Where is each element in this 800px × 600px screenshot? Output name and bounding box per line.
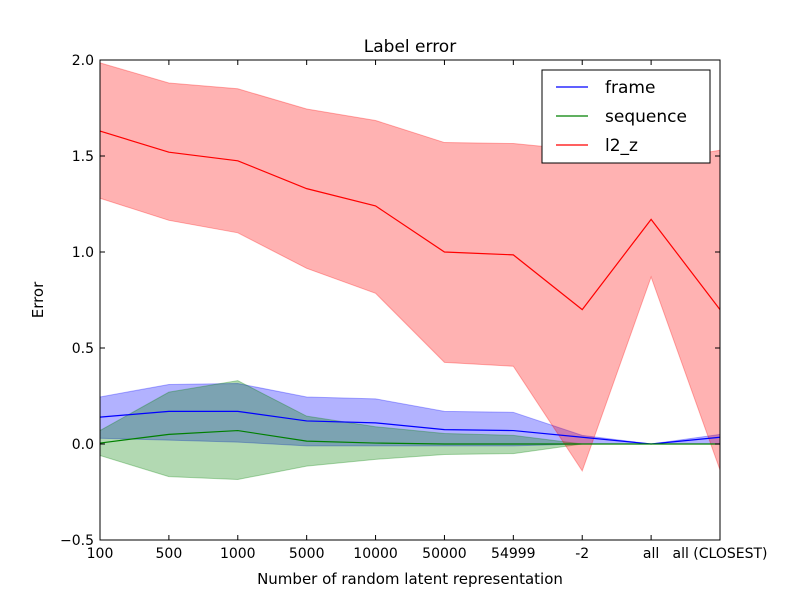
y-tick-label: 1.5 bbox=[72, 149, 94, 165]
x-tick-label: 50000 bbox=[422, 546, 467, 562]
x-tick-label: 54999 bbox=[491, 546, 536, 562]
x-tick-label: all bbox=[643, 546, 659, 562]
x-axis-ticks: 100 500 1000 5000 10000 50000 54999 -2 all all (C… bbox=[87, 60, 768, 562]
line-l2-z bbox=[99, 130, 721, 311]
x-tick-label: 1000 bbox=[220, 546, 256, 562]
x-axis-title: Number of random latent representation bbox=[257, 570, 563, 588]
x-tick-label: 5000 bbox=[289, 546, 325, 562]
line-frame bbox=[99, 410, 721, 445]
y-axis-title: Error bbox=[29, 281, 47, 318]
x-tick-label: -2 bbox=[575, 546, 589, 562]
y-tick-label: 0.5 bbox=[72, 341, 94, 357]
legend: frame sequence l2_z bbox=[541, 69, 711, 164]
confidence-bands bbox=[99, 62, 721, 481]
y-tick-label: 0.0 bbox=[72, 437, 94, 453]
legend-label-frame: frame bbox=[605, 78, 655, 98]
x-tick-label: 10000 bbox=[353, 546, 398, 562]
y-tick-label: 2.0 bbox=[72, 53, 94, 69]
chart-title: Label error bbox=[364, 37, 456, 57]
line-sequence bbox=[99, 429, 720, 445]
plot-frame bbox=[99, 59, 721, 541]
series-lines bbox=[99, 130, 721, 445]
x-tick-label: all (CLOSEST) bbox=[673, 546, 768, 562]
legend-label-sequence: sequence bbox=[605, 107, 687, 127]
legend-label-l2-z: l2_z bbox=[605, 136, 638, 156]
y-tick-label: −0.5 bbox=[60, 533, 94, 549]
y-axis-ticks: −0.5 0.0 0.5 1.0 1.5 2.0 bbox=[60, 53, 720, 549]
x-tick-label: 500 bbox=[156, 546, 183, 562]
y-tick-label: 1.0 bbox=[72, 245, 94, 261]
x-tick-label: 100 bbox=[87, 546, 114, 562]
